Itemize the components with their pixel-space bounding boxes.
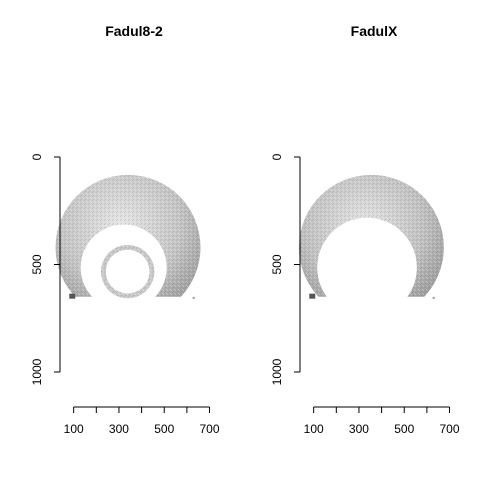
y-tick-label: 1000 [30, 358, 44, 385]
x-tick-label: 300 [109, 422, 129, 436]
y-tick-label: 0 [30, 153, 44, 160]
x-tick-label: 500 [154, 422, 174, 436]
image-mask [294, 296, 448, 357]
pixel-patch [432, 296, 435, 299]
y-tick-label: 0 [270, 153, 284, 160]
y-tick-label: 1000 [270, 358, 284, 385]
outer-ring-texture [55, 174, 201, 320]
ring-image [51, 174, 205, 357]
x-tick-label: 100 [304, 422, 324, 436]
x-tick-label: 300 [349, 422, 369, 436]
pixel-patch [309, 293, 316, 299]
image-mask [51, 296, 205, 357]
panel-fadul8-2: Fadul8-2 100 300 500 700 0 500 1000 [30, 23, 220, 436]
x-axis: 100 300 500 700 [304, 406, 460, 436]
ring-image [294, 174, 448, 357]
chart-title: Fadul8-2 [105, 23, 163, 39]
x-axis: 100 300 500 700 [64, 406, 220, 436]
y-axis: 0 500 1000 [270, 153, 301, 385]
panel-fadulx: FadulX 100 300 500 700 0 500 1000 [270, 23, 460, 436]
pixel-patch [192, 296, 195, 299]
inner-ring-texture [100, 244, 155, 299]
x-tick-label: 700 [440, 422, 460, 436]
pixel-patch [69, 293, 76, 299]
outer-ring-texture [298, 174, 444, 320]
y-tick-label: 500 [30, 254, 44, 274]
y-tick-label: 500 [270, 254, 284, 274]
chart-title: FadulX [351, 23, 398, 39]
x-tick-label: 700 [200, 422, 220, 436]
y-axis: 0 500 1000 [30, 153, 61, 385]
x-tick-label: 500 [394, 422, 414, 436]
x-tick-label: 100 [64, 422, 84, 436]
